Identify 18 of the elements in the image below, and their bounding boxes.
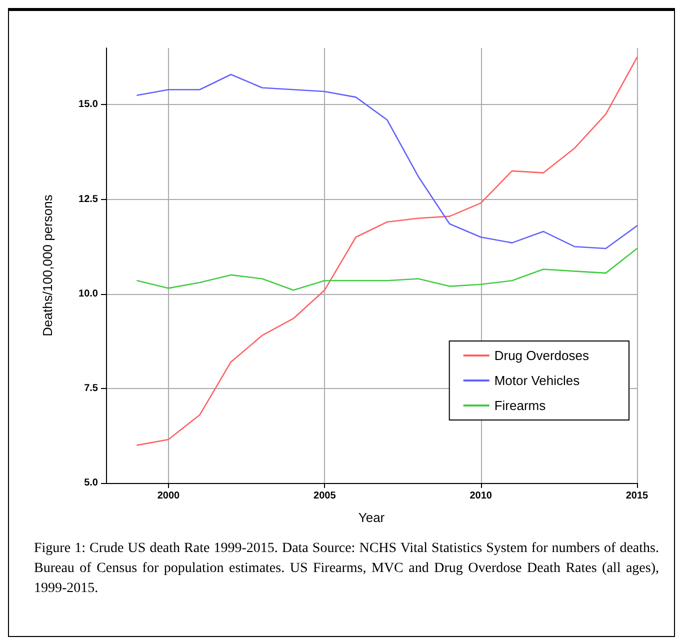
x-tick-label: 2000 [157,490,180,502]
line-series [136,56,638,446]
caption: Figure 1: Crude US death Rate 1999-2015. Data Source: NCHS Vital Statistics System for numbers of deaths. Bureau of Census for population estimates. US Firearms, MVC and Drug Overdose Death Rates (all ages), 1999-2015. [34,540,659,598]
legend-label: Drug Overdoses [494,348,590,363]
y-axis-title: Deaths/100,000 persons [40,194,55,336]
line-series [136,74,638,250]
x-axis-title: Year [358,510,386,525]
x-tick-label: 2015 [626,490,649,502]
x-tick-label: 2005 [314,490,336,502]
y-tick-label: 5.0 [84,478,98,488]
y-tick-label: 7.5 [84,382,98,394]
y-tick-label: 12.5 [78,194,98,205]
y-tick-label: 10.0 [78,288,98,300]
legend-label: Motor Vehicles [494,373,580,388]
legend-label: Firearms [494,398,546,413]
x-tick-label: 2010 [470,490,492,502]
line-series [136,248,638,291]
y-tick-label: 15.0 [78,99,98,110]
